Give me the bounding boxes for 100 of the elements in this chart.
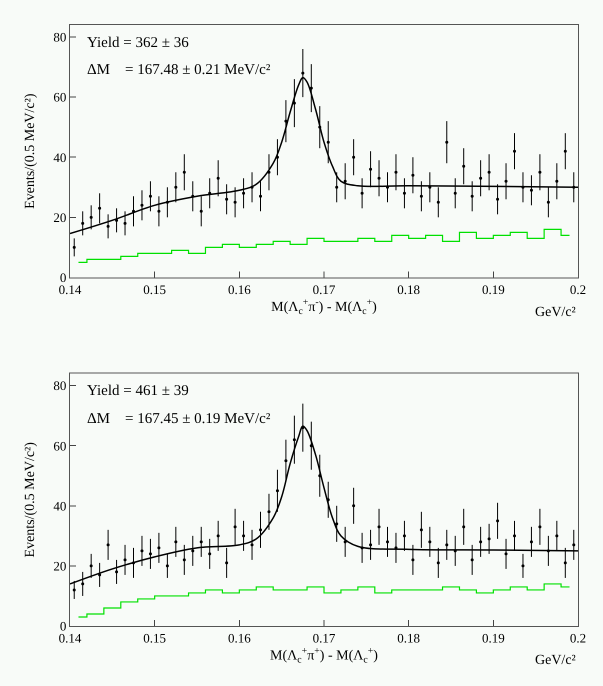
point — [72, 588, 76, 592]
y-tick-label: 20 — [53, 558, 66, 574]
y-tick-label: 80 — [53, 30, 66, 45]
point — [352, 504, 356, 508]
point — [445, 543, 448, 546]
point — [479, 540, 482, 544]
point — [352, 156, 356, 159]
x-tick-label: 0.18 — [397, 282, 420, 298]
point — [216, 534, 220, 538]
text: M(Λ$_{c}$$^{+}$π$^{+}$) - M(Λ$_{c}$$^{+}$) — [270, 646, 378, 666]
point — [276, 489, 279, 492]
x-tick-label: 0.2 — [570, 282, 586, 298]
point — [259, 194, 262, 198]
point — [200, 210, 203, 213]
point — [470, 558, 474, 562]
point — [234, 200, 237, 204]
point — [174, 186, 178, 189]
text: GeV/c² — [535, 653, 576, 668]
point — [81, 582, 84, 586]
x-tick-label: 0.2 — [570, 630, 586, 646]
x-tick-label: 0.19 — [482, 282, 505, 298]
point — [462, 164, 466, 168]
point — [208, 552, 212, 556]
point — [81, 222, 84, 225]
point — [182, 170, 186, 174]
point — [310, 86, 313, 90]
point — [98, 206, 102, 210]
point — [521, 186, 524, 189]
point — [267, 510, 270, 514]
point — [191, 194, 194, 198]
point — [488, 537, 491, 540]
x-tick-label: 0.14 — [58, 282, 82, 298]
y-tick-label: 20 — [53, 210, 66, 225]
point — [555, 180, 558, 183]
point — [234, 525, 237, 528]
point — [564, 561, 567, 564]
point — [445, 140, 448, 144]
text: M(Λ$_{c}$$^{+}$π$^{-}$) - M(Λ$_{c}$$^{+}$) — [271, 297, 377, 317]
x-tick-label: 0.16 — [228, 282, 252, 298]
x-tick-label: 0.16 — [228, 630, 252, 646]
point — [284, 120, 288, 123]
y-tick-label: 80 — [53, 378, 66, 394]
point — [530, 188, 533, 192]
point — [504, 180, 508, 183]
point — [344, 540, 347, 544]
point — [335, 186, 338, 189]
point — [513, 150, 516, 153]
point — [402, 534, 406, 538]
y-tick-label: 40 — [53, 150, 66, 165]
point — [292, 438, 296, 442]
point — [276, 156, 279, 159]
point — [369, 543, 372, 546]
point — [140, 204, 144, 207]
x-tick-label: 0.19 — [482, 630, 505, 646]
point — [148, 194, 152, 198]
point — [106, 543, 110, 546]
point — [98, 573, 102, 576]
point — [216, 176, 220, 180]
point — [191, 549, 194, 552]
point — [115, 218, 118, 222]
point — [148, 552, 152, 556]
y-tick-label: 40 — [53, 498, 66, 514]
point — [411, 558, 414, 562]
x-tick-label: 0.15 — [143, 282, 166, 298]
point — [572, 543, 576, 546]
point — [124, 222, 127, 225]
point — [335, 522, 338, 526]
point — [555, 534, 558, 538]
point — [572, 186, 576, 189]
point — [166, 200, 169, 204]
point — [454, 192, 457, 195]
point — [242, 534, 246, 538]
point — [436, 200, 440, 204]
x-tick-label: 0.18 — [397, 630, 420, 646]
annotation: Yield = 461 ± 39 — [87, 383, 189, 399]
point — [436, 561, 440, 564]
point — [200, 540, 203, 544]
text: GeV/c² — [535, 305, 576, 320]
point — [326, 140, 330, 144]
point — [402, 192, 406, 195]
point — [318, 126, 322, 129]
point — [470, 194, 474, 198]
point — [157, 546, 160, 550]
point — [166, 564, 169, 568]
point — [301, 72, 304, 75]
x-tick-label: 0.17 — [312, 282, 336, 298]
point — [284, 459, 288, 462]
point — [538, 525, 542, 528]
point — [378, 176, 381, 180]
point — [369, 168, 372, 171]
point — [310, 444, 313, 448]
y-axis-title: Events/(0.5 MeV/c²) — [23, 442, 38, 558]
point — [420, 194, 423, 198]
point — [242, 192, 246, 195]
point — [292, 102, 296, 105]
y-tick-label: 60 — [53, 438, 66, 454]
point — [496, 198, 500, 201]
point — [124, 558, 127, 562]
point — [428, 540, 432, 544]
point — [420, 528, 423, 532]
